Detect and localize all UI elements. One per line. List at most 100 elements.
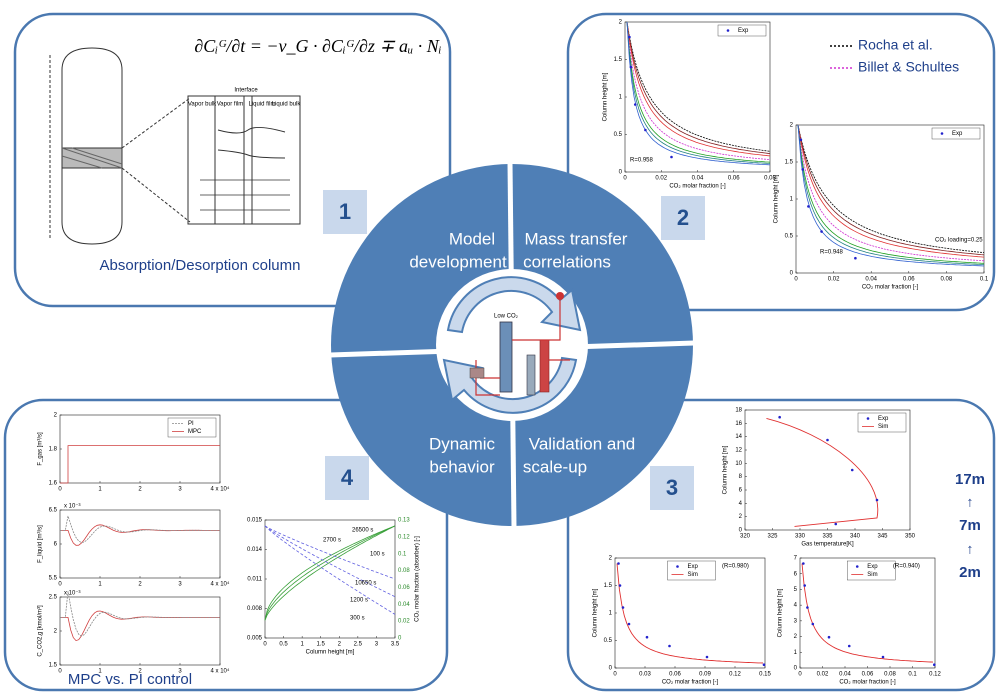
legend-label: Rocha et al. xyxy=(858,37,933,53)
plot-frame xyxy=(60,510,220,578)
exp-point xyxy=(630,66,633,69)
y2-tick-label: 0.06 xyxy=(398,585,410,591)
exp-point xyxy=(646,636,649,639)
quadrant-label: Validation and xyxy=(529,434,636,453)
arrow: ↑ xyxy=(967,541,974,557)
quadrant-label: Dynamic xyxy=(429,434,496,453)
y2-tick-label: 0.08 xyxy=(398,568,410,574)
x-tick-label: 0.1 xyxy=(908,672,917,678)
x-axis-label: CO₂ molar fraction [-] xyxy=(662,680,719,686)
height-label: 2m xyxy=(959,564,981,581)
x-tick-label: 4 x 10⁴ xyxy=(211,581,230,588)
y-tick-label: 1.5 xyxy=(49,663,58,669)
y-tick-label: 1.5 xyxy=(785,160,794,166)
legend-swatch xyxy=(867,417,870,420)
x-tick-label: 0.06 xyxy=(862,672,874,678)
y-tick-label: 5.5 xyxy=(49,576,58,582)
y-tick-label: 0.5 xyxy=(785,234,794,240)
exp-point xyxy=(644,129,647,132)
y-tick-label: 16 xyxy=(735,421,742,427)
exp-point xyxy=(634,103,637,106)
annotation: x 10⁻³ xyxy=(64,504,81,510)
y-axis-label: Column height [m] xyxy=(603,72,609,121)
y-tick-label: 12 xyxy=(735,448,742,454)
annotation: 300 s xyxy=(350,616,365,622)
x-tick-label: 340 xyxy=(850,534,861,540)
legend-label: Exp xyxy=(952,131,963,137)
quadrant-label: correlations xyxy=(523,252,611,271)
annotation: 2700 s xyxy=(323,538,341,544)
legend-label: Billet & Schultes xyxy=(858,59,959,75)
y2-tick-label: 0.12 xyxy=(398,534,410,540)
diagram: Low CO₂ Model development Mass transfer … xyxy=(0,0,998,695)
legend-swatch xyxy=(676,565,679,568)
y-tick-label: 0.014 xyxy=(247,547,263,553)
y-tick-label: 0.5 xyxy=(604,638,613,644)
annotation: x 10⁻³ xyxy=(64,591,81,597)
panel-number: 1 xyxy=(339,199,351,224)
zone-label: Liquid bulk xyxy=(272,102,302,108)
exp-point xyxy=(848,645,851,648)
arrow: ↑ xyxy=(967,494,974,510)
exp-point xyxy=(670,156,673,159)
y-axis-label: F_liquid [m³/s] xyxy=(38,525,44,563)
x-tick-label: 1.5 xyxy=(317,642,326,648)
y-tick-label: 1.8 xyxy=(49,447,58,453)
annotation: 26500 s xyxy=(352,528,373,534)
exp-point xyxy=(812,623,815,626)
x-axis-label: CO₂ molar fraction [-] xyxy=(839,680,896,686)
height-label: 17m xyxy=(955,471,985,488)
legend-swatch xyxy=(941,132,944,135)
interface-label: Interface xyxy=(234,88,258,94)
annotation: (R=0.940) xyxy=(893,564,920,570)
x-tick-label: 4 x 10⁴ xyxy=(211,486,230,493)
y-tick-label: 10 xyxy=(735,461,742,467)
zone-label: Vapor film xyxy=(217,102,244,108)
legend-label: MPC xyxy=(188,429,202,435)
y2-tick-label: 0.13 xyxy=(398,518,410,524)
exp-point xyxy=(668,645,671,648)
x-tick-label: 0.03 xyxy=(639,672,651,678)
annotation: 100 s xyxy=(370,552,385,558)
y2-tick-label: 0.04 xyxy=(398,602,410,608)
process-label: Low CO₂ xyxy=(494,314,519,320)
y-tick-label: 18 xyxy=(735,408,742,414)
x-tick-label: 0.06 xyxy=(903,277,915,283)
y-axis-label: Column height [m] xyxy=(723,445,729,494)
x-tick-label: 345 xyxy=(877,534,888,540)
x-tick-label: 320 xyxy=(740,534,751,540)
exp-point xyxy=(763,663,766,666)
y-axis-label: C_CO2,g [kmol/m³] xyxy=(38,605,44,657)
legend-label: PI xyxy=(188,421,194,427)
exp-point xyxy=(933,663,936,666)
height-label: 7m xyxy=(959,517,981,534)
panel-number: 4 xyxy=(341,465,354,490)
y-tick-label: 0.015 xyxy=(247,518,263,524)
exp-point xyxy=(801,168,804,171)
y-tick-label: 0.011 xyxy=(247,577,262,583)
y2-tick-label: 0.1 xyxy=(398,551,407,557)
caption: Absorption/Desorption column xyxy=(100,257,301,274)
panel-number: 3 xyxy=(666,475,678,500)
legend-swatch xyxy=(727,29,730,32)
x-axis-label: Gas temperature[K] xyxy=(801,542,854,548)
exp-point xyxy=(807,205,810,208)
y-tick-label: 0.008 xyxy=(247,606,263,612)
annotation: (R=0.980) xyxy=(722,564,749,570)
x-tick-label: 0.02 xyxy=(817,672,829,678)
exp-point xyxy=(882,656,885,659)
zone-label: Vapor bulk xyxy=(188,102,217,108)
x-tick-label: 0.06 xyxy=(669,672,681,678)
y-axis-label: CO₂ molar fraction (absorber) [-] xyxy=(415,536,421,622)
x-tick-label: 0.06 xyxy=(728,176,740,182)
legend-label: Sim xyxy=(688,572,698,578)
quadrant-label: scale-up xyxy=(523,457,587,476)
x-tick-label: 2.5 xyxy=(354,642,363,648)
y-tick-label: 1.5 xyxy=(614,57,623,63)
annotation: CO₂ loading=0.25 xyxy=(935,238,983,244)
x-tick-label: 0.04 xyxy=(692,176,704,182)
exp-point xyxy=(828,636,831,639)
exp-point xyxy=(617,562,620,565)
exp-point xyxy=(803,584,806,587)
x-tick-label: 3.5 xyxy=(391,642,400,648)
